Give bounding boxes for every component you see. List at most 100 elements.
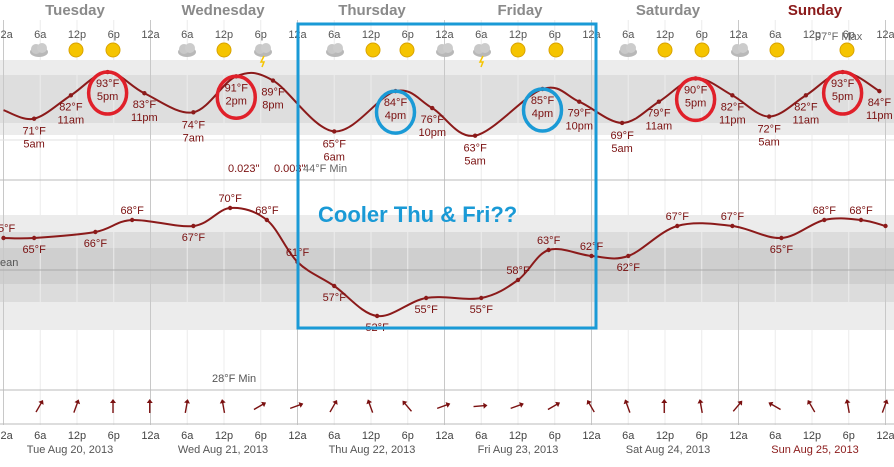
- bottom-date-label: Tue Aug 20, 2013: [27, 444, 113, 456]
- dewpoint-point: [883, 223, 888, 229]
- dewpoint-label: 68°F: [813, 205, 837, 217]
- temperature-point: [877, 88, 882, 94]
- bottom-hour-tick: 6p: [696, 430, 708, 442]
- dewpoint-point: [479, 295, 484, 301]
- hour-tick-label: 12p: [68, 29, 86, 41]
- hour-tick-label: 12a: [729, 29, 748, 41]
- temperature-time-label: 11am: [646, 121, 673, 133]
- hour-tick-label: 6a: [475, 29, 488, 41]
- bottom-hour-tick: 12a: [288, 430, 307, 442]
- hour-tick-label: 12a: [876, 29, 894, 41]
- cloud-icon: [619, 43, 637, 57]
- dewpoint-point: [589, 253, 594, 259]
- hour-tick-label: 6a: [328, 29, 341, 41]
- wind-arrow-icon: [768, 401, 781, 411]
- bottom-date-label: Sat Aug 24, 2013: [626, 444, 710, 456]
- dewpoint-point: [227, 205, 233, 211]
- dewpoint-point: [730, 223, 735, 229]
- annotation-box: [296, 22, 598, 330]
- hour-tick-label: 12p: [362, 29, 380, 41]
- bottom-hour-tick: 6a: [328, 430, 341, 442]
- temperature-point: [803, 93, 809, 98]
- wind-arrows: [35, 399, 889, 414]
- sun-icon: [839, 42, 855, 58]
- highlight-circle: [374, 89, 417, 135]
- temperature-time-label: 11am: [793, 114, 820, 126]
- temperature-label: 82°F: [721, 101, 745, 113]
- dewpoint-point: [374, 313, 380, 319]
- dewpoint-point: [822, 217, 827, 223]
- cloud-icon: [178, 43, 196, 57]
- bottom-hour-tick: 6a: [769, 430, 782, 442]
- hour-tick-label: 12a: [141, 29, 160, 41]
- temperature-point: [270, 78, 276, 83]
- temperature-point: [472, 133, 478, 138]
- highlight-circle: [215, 74, 257, 121]
- dewpoint-point: [858, 217, 864, 223]
- temperature-point: [656, 99, 662, 104]
- wind-arrow-icon: [329, 399, 338, 413]
- dewpoint-label: 65°F: [770, 244, 794, 256]
- temperature-label: 93°F: [831, 78, 855, 90]
- dewpoint-point: [515, 277, 521, 283]
- dewpoint-label: 65°F: [0, 223, 15, 235]
- bottom-hour-tick: 12a: [729, 430, 748, 442]
- dewpoint-label: 70°F: [218, 193, 242, 205]
- sun-icon: [657, 42, 673, 58]
- day-headers: Tuesday Wednesday Thursday Friday Saturday Su…: [0, 2, 894, 41]
- temperature-time-label: 5pm: [685, 97, 706, 109]
- temperature-time-label: 5am: [23, 139, 44, 151]
- bottom-date-label: Wed Aug 21, 2013: [178, 444, 268, 456]
- wind-arrow-icon: [661, 399, 668, 413]
- temperature-label: 82°F: [794, 101, 818, 113]
- temperature-point: [577, 99, 582, 104]
- dewpoint-label: 63°F: [537, 235, 561, 247]
- bottom-hour-tick: 6p: [549, 430, 561, 442]
- dewpoint-point: [779, 235, 784, 241]
- wind-arrow-icon: [35, 399, 44, 413]
- temperature-label: 84°F: [868, 97, 892, 109]
- temperature-time-label: 4pm: [385, 110, 406, 122]
- sun-icon: [365, 42, 381, 58]
- temperature-time-label: 2pm: [226, 95, 247, 107]
- bottom-axis: 12a 6a 12p 6p 12a 6a 12p 6p 12a 6a 12p 6p 12a 6a 12p 6p…: [0, 430, 894, 456]
- hour-tick-label: 6a: [769, 29, 782, 41]
- precip-label: 0.023": [228, 163, 260, 175]
- wind-arrow-icon: [146, 399, 153, 413]
- day-name-label: Saturday: [636, 2, 701, 19]
- temperature-point: [332, 129, 337, 134]
- temperature-label: 74°F: [182, 119, 206, 131]
- cloud-icon: [30, 43, 48, 57]
- day-name-label: Sunday: [788, 2, 843, 19]
- dewpoint-label: 68°F: [849, 205, 873, 217]
- temperature-time-label: 5am: [464, 156, 485, 168]
- temperature-label: 93°F: [96, 78, 120, 90]
- wind-arrow-icon: [253, 401, 267, 411]
- dewpoint-label: 58°F: [506, 265, 530, 277]
- bottom-hour-tick: 12a: [435, 430, 454, 442]
- temperature-time-label: 5pm: [832, 91, 853, 103]
- dewpoint-label: 65°F: [22, 244, 46, 256]
- temperature-label: 72°F: [757, 124, 781, 136]
- temperature-label: 91°F: [225, 82, 249, 94]
- wind-arrow-icon: [219, 399, 226, 414]
- temperature-time-label: 11am: [58, 114, 85, 126]
- dewpoint-point: [332, 283, 337, 289]
- dewpoint-label: 55°F: [470, 304, 494, 316]
- temperature-time-label: 5pm: [97, 91, 118, 103]
- dewpoint-point: [191, 223, 196, 229]
- hour-tick-label: 6a: [622, 29, 635, 41]
- wind-arrow-icon: [586, 399, 595, 413]
- precip-label-2: 0.003": [274, 163, 306, 175]
- temperature-label: 65°F: [323, 138, 347, 150]
- wind-arrow-icon: [73, 399, 81, 413]
- sun-icon: [399, 42, 415, 58]
- cloud-icon: [436, 43, 454, 57]
- band-bottom-core: [0, 248, 894, 284]
- bottom-hour-tick: 6a: [34, 430, 47, 442]
- dewpoint-label: 62°F: [580, 241, 604, 253]
- bottom-hour-tick: 6p: [843, 430, 855, 442]
- dewpoint-label: 66°F: [84, 238, 108, 250]
